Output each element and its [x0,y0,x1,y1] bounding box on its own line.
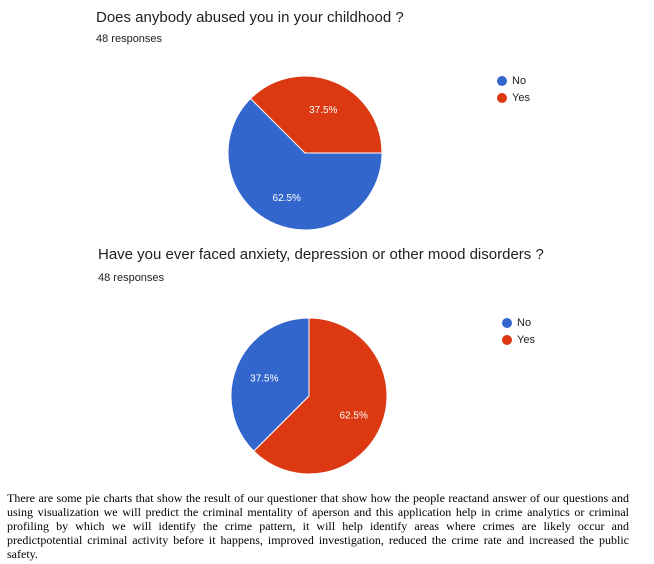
chart1-slice-label-no: 62.5% [273,193,301,204]
chart2-legend: No Yes [502,314,535,348]
chart2-legend-item-yes: Yes [502,331,535,348]
chart1-legend-label-no: No [512,74,527,87]
chart1-slice-label-yes: 37.5% [309,105,337,116]
chart2-legend-label-yes: Yes [517,333,535,346]
chart1-legend-swatch-yes [497,92,507,103]
caption-paragraph: There are some pie charts that show the … [7,491,629,561]
chart1-legend: No Yes [497,72,530,106]
chart1-slice-no [227,97,383,231]
chart2-legend-label-no: No [517,316,532,329]
chart1-legend-item-no: No [497,72,530,89]
chart1-legend-swatch-no [497,75,507,86]
chart1-response-count: 48 responses [96,33,163,45]
chart1-legend-item-yes: Yes [497,89,530,106]
chart1-pie: 62.5% 37.5% [227,75,383,231]
chart2-slice-label-no: 37.5% [250,373,278,384]
chart1-legend-label-yes: Yes [512,91,530,104]
chart1-title: Does anybody abused you in your childhoo… [96,9,404,26]
chart2-title: Have you ever faced anxiety, depression … [98,246,544,263]
chart2-response-count: 48 responses [98,272,165,284]
chart2-slice-no [230,317,310,452]
chart2-pie: 37.5% 62.5% [230,317,388,475]
chart2-legend-item-no: No [502,314,535,331]
chart2-legend-swatch-yes [502,334,512,345]
chart2-slice-yes [253,317,388,475]
chart2-slice-label-yes: 62.5% [339,411,367,422]
chart1-slice-yes [249,75,383,154]
chart2-legend-swatch-no [502,317,512,328]
